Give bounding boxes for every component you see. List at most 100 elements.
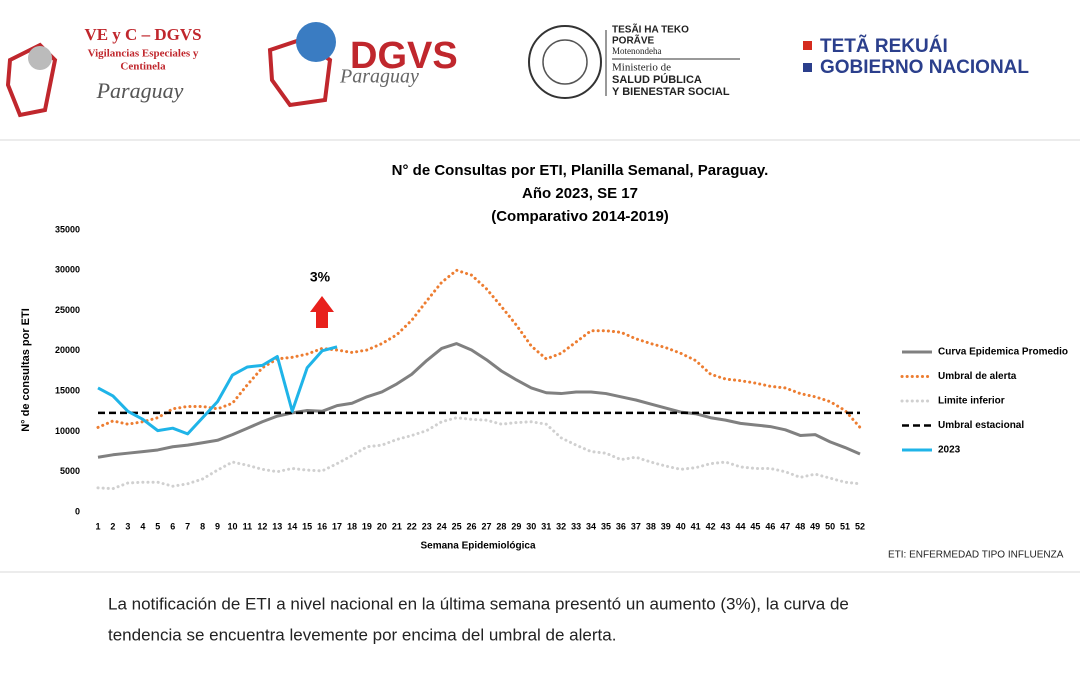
x-tick-label: 27 [481,521,491,531]
x-tick-label: 50 [825,521,835,531]
logo-script: Paraguay [96,78,184,103]
x-tick-label: 31 [541,521,551,531]
logo-title: DGVS [350,35,458,77]
logo-dgvs: DGVS Paraguay [267,22,458,108]
x-tick-label: 21 [392,521,402,531]
x-tick-label: 45 [750,521,760,531]
x-tick-label: 29 [511,521,521,531]
y-tick-label: 25000 [55,305,80,315]
x-tick-label: 23 [422,521,432,531]
x-tick-label: 26 [467,521,477,531]
y-axis-label: N° de consultas por ETI [20,308,32,432]
map-shape [5,42,58,118]
x-tick-label: 52 [855,521,865,531]
x-tick-label: 25 [452,521,462,531]
series-line [96,268,862,429]
x-tick-label: 43 [721,521,731,531]
x-tick-label: 4 [140,521,145,531]
seal [528,25,602,99]
chart-title: (Comparativo 2014-2019) [491,208,669,225]
x-tick-label: 15 [302,521,312,531]
x-tick-label: 28 [496,521,506,531]
x-tick-label: 48 [795,521,805,531]
legend-label: Curva Epidemica Promedio [938,347,1068,358]
x-tick-label: 42 [706,521,716,531]
arrow-up [310,296,334,328]
x-tick-label: 2 [110,521,115,531]
logo-text: Vigilancias Especiales y [88,48,199,60]
x-tick-label: 24 [437,521,447,531]
x-tick-label: 46 [765,521,775,531]
x-tick-label: 49 [810,521,820,531]
y-tick-label: 5000 [60,466,80,476]
legend-label: Umbral de alerta [938,371,1017,382]
bullet [803,41,812,50]
logo-text: Centinela [120,61,166,73]
logo-text: Y BIENESTAR SOCIAL [612,86,730,98]
x-tick-label: 14 [287,521,297,531]
seal-inner [542,39,588,85]
x-tick-label: 3 [125,521,130,531]
x-tick-label: 11 [243,521,253,531]
x-tick-label: 51 [840,521,850,531]
series-line [97,345,338,436]
logo-gobierno: TETÃ REKUÁI GOBIERNO NACIONAL [803,35,1029,78]
x-tick-label: 40 [676,521,686,531]
logo-script: Paraguay [339,66,419,88]
x-tick-label: 47 [780,521,790,531]
legend-label: 2023 [938,445,961,456]
x-tick-label: 44 [735,521,745,531]
x-tick-label: 41 [691,521,701,531]
x-tick-label: 18 [347,521,357,531]
paragraph-line: La notificación de ETI a nivel nacional … [108,594,849,613]
x-tick-label: 17 [332,521,342,531]
y-tick-label: 20000 [55,345,80,355]
x-tick-label: 16 [317,521,327,531]
x-tick-label: 7 [185,521,190,531]
x-tick-label: 35 [601,521,611,531]
x-tick-label: 13 [272,521,282,531]
chart-title: N° de Consultas por ETI, Planilla Semana… [392,162,769,179]
series-line [96,416,862,491]
legend-label: Limite inferior [938,396,1005,407]
x-tick-label: 33 [571,521,581,531]
y-tick-label: 30000 [55,265,80,275]
x-tick-label: 37 [631,521,641,531]
x-tick-label: 12 [257,521,267,531]
paragraph-line: tendencia se encuentra levemente por enc… [108,625,616,644]
footnote: ETI: ENFERMEDAD TIPO INFLUENZA [888,550,1064,561]
y-tick-label: 35000 [55,224,80,234]
logo-text: TESÃI HA TEKO [612,23,689,36]
logo-title: VE y C – DGVS [84,25,201,44]
x-tick-label: 19 [362,521,372,531]
x-tick-label: 1 [95,521,100,531]
globe [296,22,336,62]
y-tick-label: 10000 [55,426,80,436]
series-line [97,342,861,459]
x-tick-label: 10 [227,521,237,531]
logo-vigilancias: VE y C – DGVS Vigilancias Especiales y C… [5,25,202,118]
x-tick-label: 20 [377,521,387,531]
logo-text: PORÃVE [612,34,655,47]
annotation: 3% [310,269,331,285]
x-tick-label: 38 [646,521,656,531]
x-tick-label: 39 [661,521,671,531]
x-axis-label: Semana Epidemiológica [420,541,535,552]
x-tick-label: 34 [586,521,596,531]
chart-title: Año 2023, SE 17 [522,185,638,202]
logo-text: SALUD PÚBLICA [612,73,702,86]
bullet [803,63,812,72]
x-tick-label: 8 [200,521,205,531]
magnifier [28,46,52,70]
x-tick-label: 9 [215,521,220,531]
logo-text: TETÃ REKUÁI [820,35,948,57]
logo-text: Motenondeha [612,46,662,56]
x-tick-label: 6 [170,521,175,531]
x-tick-label: 32 [556,521,566,531]
y-tick-label: 0 [75,506,80,516]
x-tick-label: 36 [616,521,626,531]
x-tick-label: 22 [407,521,417,531]
logo-text: GOBIERNO NACIONAL [820,57,1029,78]
y-tick-label: 15000 [55,386,80,396]
